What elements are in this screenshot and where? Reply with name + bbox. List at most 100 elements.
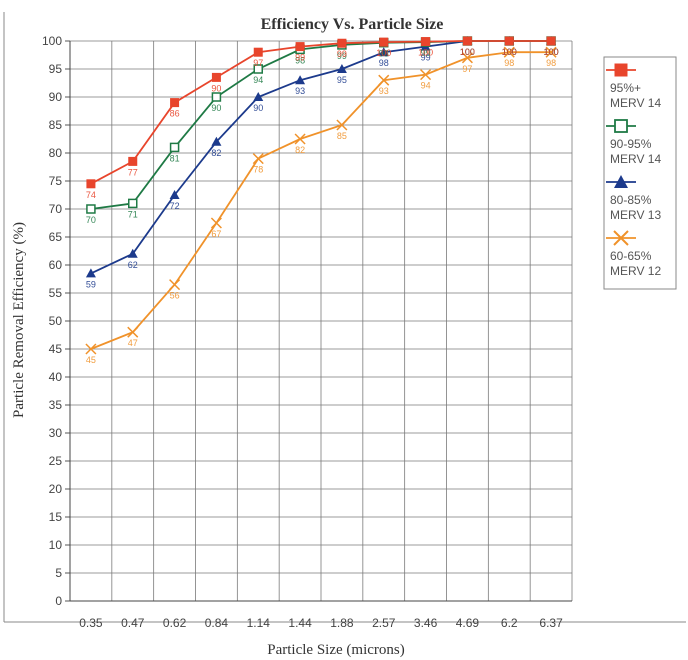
data-label-merv14-95plus: 100 bbox=[418, 48, 433, 58]
point-merv14-95plus bbox=[211, 72, 221, 82]
legend-marker-merv12-60-65 bbox=[613, 230, 629, 246]
point-merv12-60-65 bbox=[461, 52, 473, 64]
line-merv14-95plus bbox=[90, 40, 552, 185]
y-tick-label: 85 bbox=[49, 118, 63, 132]
legend-marker-merv14-90-95 bbox=[614, 119, 628, 133]
point-merv12-60-65 bbox=[252, 153, 264, 165]
point-merv12-60-65 bbox=[169, 279, 181, 291]
y-tick-label: 35 bbox=[49, 398, 63, 412]
x-tick-label: 0.47 bbox=[121, 616, 145, 630]
data-label-merv12-60-65: 85 bbox=[337, 131, 347, 141]
y-axis-ticks: 0 5 10 15 20 25 30 35 40 45 50 55 60 65 70 75 80 85 90 95 10… bbox=[42, 34, 62, 608]
data-label-merv13-80-85: 90 bbox=[253, 103, 263, 113]
y-tick-label: 30 bbox=[49, 426, 63, 440]
legend-label-merv14-95plus: 95%+ bbox=[610, 81, 641, 95]
data-label-merv12-60-65: 56 bbox=[170, 291, 180, 301]
y-tick-label: 15 bbox=[49, 510, 63, 524]
data-label-merv12-60-65: 67 bbox=[211, 229, 221, 239]
data-label-merv14-90-95: 94 bbox=[253, 75, 263, 85]
y-tick-label: 70 bbox=[49, 202, 63, 216]
point-merv13-80-85 bbox=[211, 136, 222, 146]
data-label-merv12-60-65: 98 bbox=[504, 58, 514, 68]
point-merv12-60-65 bbox=[127, 326, 139, 338]
data-label-merv14-90-95: 81 bbox=[170, 153, 180, 163]
data-label-merv12-60-65: 97 bbox=[462, 64, 472, 74]
point-merv14-90-95 bbox=[253, 64, 263, 74]
point-merv12-60-65 bbox=[378, 74, 390, 86]
data-label-merv12-60-65: 78 bbox=[253, 165, 263, 175]
data-label-merv14-90-95: 98 bbox=[379, 49, 389, 59]
y-tick-label: 25 bbox=[49, 454, 63, 468]
point-merv12-60-65 bbox=[420, 69, 432, 81]
y-tick-label: 65 bbox=[49, 230, 63, 244]
data-label-merv14-95plus: 74 bbox=[86, 190, 96, 200]
data-label-merv14-95plus: 90 bbox=[211, 83, 221, 93]
data-label-merv14-90-95: 71 bbox=[128, 209, 138, 219]
point-merv13-80-85 bbox=[169, 190, 180, 199]
data-label-merv13-80-85: 59 bbox=[86, 279, 96, 289]
point-merv14-95plus bbox=[546, 36, 556, 46]
data-label-merv14-90-95: 98 bbox=[295, 55, 305, 65]
point-merv12-60-65 bbox=[210, 217, 222, 229]
point-merv14-90-95 bbox=[86, 204, 96, 214]
grid-lines bbox=[65, 40, 573, 602]
data-label-merv12-60-65: 93 bbox=[379, 86, 389, 96]
point-merv14-95plus bbox=[295, 42, 305, 52]
y-tick-label: 60 bbox=[49, 258, 63, 272]
data-label-merv14-90-95: 100 bbox=[544, 47, 559, 57]
y-tick-label: 55 bbox=[49, 286, 63, 300]
data-label-merv12-60-65: 94 bbox=[421, 81, 431, 91]
point-merv12-60-65 bbox=[503, 46, 515, 58]
x-tick-label: 1.14 bbox=[247, 616, 271, 630]
point-merv14-95plus bbox=[504, 36, 514, 46]
point-merv12-60-65 bbox=[336, 119, 348, 131]
legend-label-merv14-90-95: 90-95% bbox=[610, 137, 652, 151]
x-tick-label: 4.69 bbox=[456, 616, 480, 630]
legend-marker-merv14-95plus bbox=[614, 63, 628, 77]
line-merv12-60-65 bbox=[90, 51, 552, 350]
y-tick-label: 80 bbox=[49, 146, 63, 160]
point-merv14-95plus bbox=[379, 37, 389, 47]
data-label-merv14-95plus: 97 bbox=[253, 58, 263, 68]
y-axis-title: Particle Removal Efficiency (%) bbox=[11, 222, 27, 418]
x-axis-ticks: 0.35 0.47 0.62 0.84 1.14 1.44 1.88 2.57 3.46 4.69… bbox=[79, 616, 563, 630]
x-tick-label: 0.84 bbox=[205, 616, 229, 630]
legend-box bbox=[603, 56, 677, 290]
y-tick-label: 100 bbox=[42, 34, 62, 48]
x-tick-label: 1.44 bbox=[288, 616, 312, 630]
data-label-merv13-80-85: 98 bbox=[379, 58, 389, 68]
point-merv12-60-65 bbox=[294, 133, 306, 145]
legend-label-merv14-95plus: MERV 14 bbox=[610, 96, 661, 110]
y-tick-label: 20 bbox=[49, 482, 63, 496]
data-label-merv13-80-85: 95 bbox=[337, 75, 347, 85]
y-tick-label: 95 bbox=[49, 62, 63, 76]
y-tick-label: 0 bbox=[55, 594, 62, 608]
point-merv14-95plus bbox=[337, 38, 347, 48]
point-merv14-95plus bbox=[170, 98, 180, 108]
data-label-merv14-95plus: 99 bbox=[337, 49, 347, 59]
legend-marker-merv13-80-85 bbox=[614, 175, 628, 188]
point-merv14-95plus bbox=[421, 37, 431, 47]
data-label-merv14-95plus: 100 bbox=[376, 48, 391, 58]
data-label-merv13-80-85: 99 bbox=[421, 53, 431, 63]
x-tick-label: 3.46 bbox=[414, 616, 438, 630]
data-label-merv14-90-95: 70 bbox=[86, 215, 96, 225]
point-merv13-80-85 bbox=[295, 75, 306, 85]
legend-label-merv12-60-65: 60-65% bbox=[610, 249, 652, 263]
point-merv14-95plus bbox=[462, 36, 472, 46]
data-label-merv14-90-95: 99 bbox=[337, 51, 347, 61]
point-merv13-80-85 bbox=[85, 268, 96, 278]
data-label-merv14-90-95: 99 bbox=[421, 48, 431, 58]
data-label-merv14-95plus: 99 bbox=[295, 53, 305, 63]
data-label-merv14-95plus: 100 bbox=[460, 47, 475, 57]
data-label-merv12-60-65: 98 bbox=[546, 58, 556, 68]
y-tick-label: 75 bbox=[49, 174, 63, 188]
data-label-merv12-60-65: 45 bbox=[86, 355, 96, 365]
y-tick-label: 90 bbox=[49, 90, 63, 104]
x-axis-title: Particle Size (microns) bbox=[267, 642, 404, 658]
data-label-merv13-80-85: 82 bbox=[211, 148, 221, 158]
chart-title: Efficiency Vs. Particle Size bbox=[261, 16, 444, 33]
